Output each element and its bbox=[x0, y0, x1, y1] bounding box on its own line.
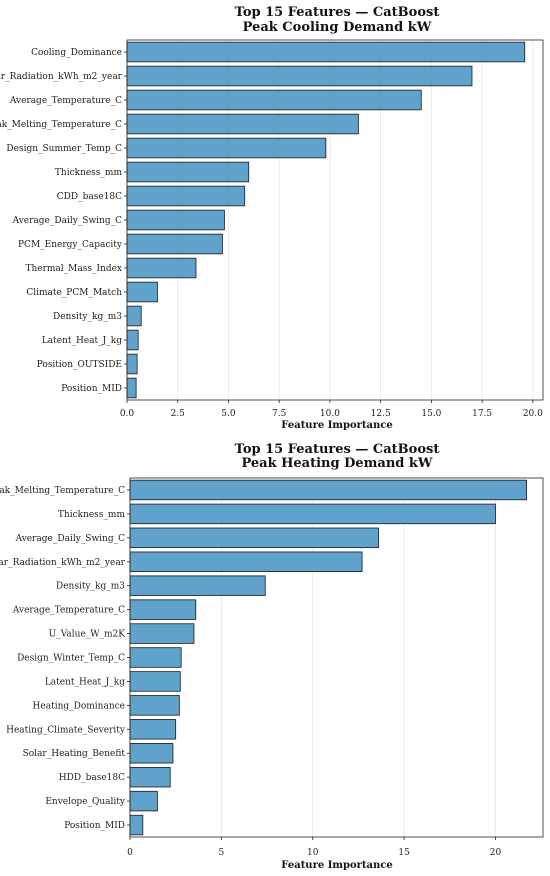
bar bbox=[126, 233, 223, 255]
bar bbox=[126, 113, 359, 135]
y-tick-label: Density_kg_m3 bbox=[53, 312, 122, 322]
x-tick-label: 2.5 bbox=[171, 409, 186, 419]
bar bbox=[126, 41, 526, 63]
y-tick-label: Latent_Heat_J_kg bbox=[42, 336, 122, 346]
y-tick-label: Climate_PCM_Match bbox=[26, 288, 122, 298]
bar bbox=[126, 65, 473, 87]
y-tick-label: Envelope_Quality bbox=[45, 797, 126, 807]
y-tick-label: Thermal_Mass_Index bbox=[25, 264, 122, 274]
x-tick-label: 0 bbox=[127, 848, 133, 858]
y-tick-label: Solar_Radiation_kWh_m2_year bbox=[0, 72, 123, 82]
y-tick-label: Design_Summer_Temp_C bbox=[6, 144, 122, 154]
bar bbox=[126, 377, 137, 399]
bar bbox=[126, 209, 225, 231]
cooling-chart: Top 15 Features — CatBoost Peak Cooling … bbox=[0, 5, 544, 431]
x-tick-label: 20 bbox=[490, 848, 502, 858]
bar bbox=[129, 599, 197, 620]
x-axis-label: Feature Importance bbox=[281, 420, 392, 431]
x-tick-label: 10 bbox=[307, 848, 319, 858]
y-tick-label: CDD_base18C bbox=[57, 192, 122, 202]
x-tick-label: 15.0 bbox=[421, 409, 441, 419]
x-tick-label: 15 bbox=[398, 848, 410, 858]
bar bbox=[126, 281, 158, 303]
y-tick-label: Cooling_Dominance bbox=[31, 48, 122, 58]
bar bbox=[126, 329, 139, 351]
y-tick-label: U_Value_W_m2K bbox=[49, 630, 126, 640]
y-tick-label: Peak_Melting_Temperature_C bbox=[0, 486, 125, 496]
bar bbox=[126, 305, 142, 327]
y-tick-label: Thickness_mm bbox=[58, 510, 126, 520]
x-tick-label: 5.0 bbox=[221, 409, 236, 419]
chart-subtitle: Peak Cooling Demand kW bbox=[243, 20, 432, 35]
x-tick-label: 17.5 bbox=[472, 409, 492, 419]
bar bbox=[129, 695, 180, 716]
bar bbox=[129, 503, 496, 525]
x-tick-label: 20.0 bbox=[523, 409, 543, 419]
x-tick-label: 5 bbox=[219, 848, 225, 858]
bar bbox=[129, 719, 177, 740]
x-tick-label: 7.5 bbox=[272, 409, 287, 419]
chart-title: Top 15 Features — CatBoost bbox=[235, 5, 440, 20]
y-tick-label: Average_Temperature_C bbox=[12, 606, 125, 616]
bar bbox=[126, 257, 197, 279]
y-tick-label: Design_Winter_Temp_C bbox=[17, 654, 125, 664]
x-axis-label: Feature Importance bbox=[281, 860, 392, 871]
y-tick-label: Thickness_mm bbox=[55, 168, 123, 178]
bar bbox=[129, 647, 182, 668]
y-tick-label: Heating_Dominance bbox=[33, 701, 125, 711]
y-tick-label: Position_MID bbox=[64, 821, 125, 831]
y-tick-label: Average_Temperature_C bbox=[9, 96, 122, 106]
y-tick-label: Peak_Melting_Temperature_C bbox=[0, 120, 122, 130]
y-tick-label: Position_OUTSIDE bbox=[37, 360, 122, 370]
y-tick-label: Average_Daily_Swing_C bbox=[15, 534, 126, 544]
y-tick-label: Heating_Climate_Severity bbox=[6, 725, 126, 735]
bar bbox=[129, 551, 363, 572]
x-tick-label: 12.5 bbox=[371, 409, 391, 419]
bar bbox=[129, 814, 144, 836]
x-tick-label: 0.0 bbox=[120, 409, 135, 419]
plot-frame bbox=[129, 477, 544, 838]
bar bbox=[129, 479, 527, 501]
bar bbox=[129, 623, 195, 644]
y-tick-label: Average_Daily_Swing_C bbox=[12, 216, 123, 226]
y-tick-label: Solar_Heating_Benefit bbox=[23, 749, 126, 759]
bar bbox=[129, 575, 266, 596]
y-tick-label: HDD_base18C bbox=[59, 773, 125, 783]
y-tick-label: PCM_Energy_Capacity bbox=[18, 240, 123, 250]
bar bbox=[129, 527, 379, 549]
plot-frame bbox=[126, 39, 544, 401]
y-tick-label: Density_kg_m3 bbox=[56, 582, 125, 592]
bar bbox=[129, 743, 174, 764]
bar bbox=[126, 161, 250, 183]
bar bbox=[126, 353, 138, 375]
y-tick-label: Solar_Radiation_kWh_m2_year bbox=[0, 558, 126, 568]
chart-subtitle: Peak Heating Demand kW bbox=[241, 456, 432, 471]
bar bbox=[126, 185, 246, 207]
y-tick-label: Position_MID bbox=[61, 384, 122, 394]
bar bbox=[129, 790, 158, 812]
y-tick-label: Latent_Heat_J_kg bbox=[45, 677, 125, 687]
chart-title: Top 15 Features — CatBoost bbox=[235, 442, 440, 457]
heating-chart: Top 15 Features — CatBoost Peak Heating … bbox=[0, 442, 544, 871]
bar bbox=[129, 766, 171, 788]
bar bbox=[129, 671, 181, 692]
x-tick-label: 10.0 bbox=[320, 409, 340, 419]
bar bbox=[126, 137, 327, 159]
bar bbox=[126, 89, 422, 111]
